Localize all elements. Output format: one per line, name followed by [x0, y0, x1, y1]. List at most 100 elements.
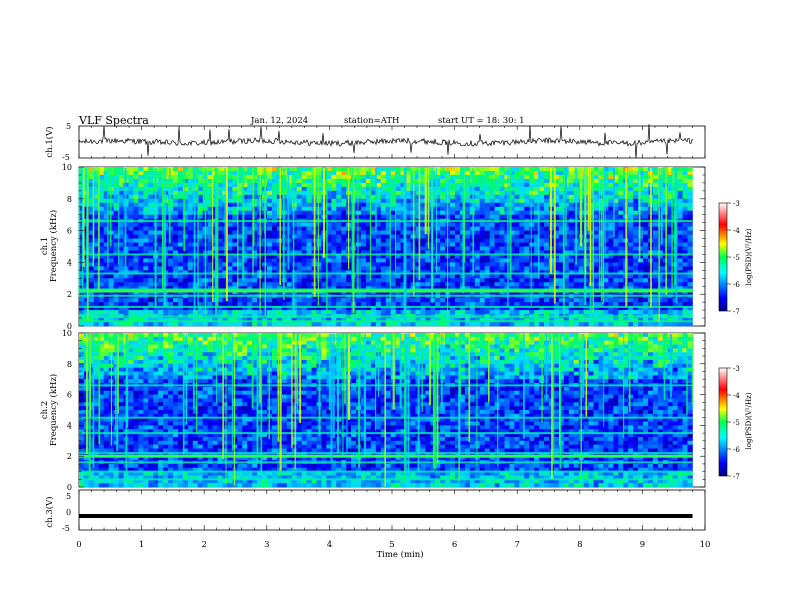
- spectrogram-cell: [603, 246, 609, 251]
- spectrogram-cell: [553, 194, 560, 200]
- spectrogram-cell: [395, 254, 401, 259]
- spectrogram-cell: [370, 270, 377, 275]
- spectrogram-cell: [613, 234, 619, 239]
- spectrogram-cell: [232, 266, 238, 271]
- spectrogram-cell: [148, 302, 154, 307]
- spectrogram-cell: [341, 306, 347, 311]
- spectrogram-cell: [415, 262, 421, 267]
- spectrogram-cell: [509, 282, 515, 287]
- spectrogram-cell: [316, 174, 322, 180]
- spectrogram-cell: [450, 194, 456, 200]
- spectrogram-cell: [613, 202, 619, 208]
- spectrogram-cell: [113, 274, 119, 279]
- spectrogram-cell: [643, 178, 649, 184]
- spectrogram-cell: [524, 310, 530, 315]
- spectrogram-cell: [271, 202, 278, 208]
- spectrogram-cell: [375, 318, 382, 323]
- spectrogram-cell: [420, 246, 426, 251]
- spectrogram-cell: [346, 282, 352, 287]
- spectrogram-cell: [504, 182, 510, 188]
- spectrogram-cell: [405, 226, 411, 231]
- spectrogram-cell: [628, 170, 634, 176]
- spectrogram-cell: [672, 318, 678, 323]
- spectrogram-cell: [237, 306, 243, 311]
- spectrogram-cell: [187, 278, 194, 283]
- spectrogram-cell: [187, 258, 194, 263]
- spectrogram-cell: [217, 186, 223, 192]
- spectrogram-cell: [98, 274, 105, 279]
- spectrogram-cell: [79, 306, 85, 311]
- spectrogram-cell: [138, 194, 144, 200]
- spectrogram-cell: [390, 230, 396, 235]
- spectrogram-cell: [118, 206, 124, 212]
- spectrogram-cell: [321, 278, 327, 283]
- spectrogram-cell: [450, 262, 456, 267]
- spectrogram-cell: [509, 254, 515, 259]
- spectrogram-cell: [227, 322, 233, 327]
- spectrogram-cell: [237, 318, 243, 323]
- spectrogram-cell: [474, 234, 481, 239]
- spectrogram-cell: [553, 182, 560, 188]
- spectrogram-cell: [657, 310, 664, 315]
- spectrogram-cell: [88, 198, 95, 204]
- spectrogram-cell: [519, 238, 525, 243]
- spectrogram-cell: [593, 242, 599, 247]
- spectrogram-cell: [638, 278, 644, 283]
- spectrogram-cell: [553, 178, 560, 184]
- spectrogram-cell: [425, 306, 431, 311]
- spectrogram-cell: [494, 274, 500, 279]
- spectrogram-cell: [633, 182, 639, 188]
- spectrogram-cell: [271, 182, 278, 188]
- spectrogram-cell: [484, 170, 490, 176]
- spectrogram-cell: [361, 214, 367, 219]
- spectrogram-cell: [267, 282, 273, 287]
- spectrogram-cell: [677, 254, 683, 259]
- spectrogram-cell: [227, 242, 233, 247]
- spectrogram-cell: [435, 254, 441, 259]
- spectrogram-cell: [435, 214, 441, 219]
- spectrogram-cell: [652, 246, 659, 251]
- spectrogram-cell: [539, 254, 545, 259]
- spectrogram-cell: [435, 306, 441, 311]
- spectrogram-cell: [361, 194, 367, 200]
- spectrogram-cell: [484, 286, 490, 291]
- spectrogram-cell: [553, 278, 560, 283]
- spectrogram-cell: [341, 254, 347, 259]
- spectrogram-cell: [217, 278, 223, 283]
- spectrogram-cell: [217, 262, 223, 267]
- spectrogram-cell: [83, 310, 90, 315]
- spectrogram-cell: [227, 254, 233, 259]
- spectrogram-cell: [652, 242, 659, 247]
- spectrogram-cell: [128, 222, 134, 227]
- spectrogram-cell: [168, 167, 174, 172]
- spectrogram-cell: [613, 262, 619, 267]
- spectrogram-cell: [370, 250, 377, 255]
- spectrogram-cell: [652, 318, 659, 323]
- spectrogram-cell: [331, 270, 337, 275]
- spectrogram-cell: [197, 202, 203, 208]
- spectrogram-cell: [504, 190, 510, 196]
- spectrogram-cell: [489, 274, 495, 279]
- spectrogram-cell: [638, 270, 644, 275]
- spectrogram-cell: [628, 282, 634, 287]
- spectrogram-cell: [529, 182, 535, 188]
- spectrogram-cell: [558, 182, 565, 188]
- spectrogram-cell: [504, 230, 510, 235]
- spectrogram-cell: [271, 194, 278, 200]
- spectrogram-cell: [534, 214, 540, 219]
- spectrogram-cell: [440, 302, 446, 307]
- spectrogram-cell: [98, 167, 105, 172]
- spectrogram-cell: [361, 234, 367, 239]
- spectrogram-cell: [474, 190, 481, 196]
- spectrogram-cell: [271, 250, 278, 255]
- spectrogram-cell: [113, 186, 119, 192]
- spectrogram-cell: [509, 214, 515, 219]
- spectrogram-cell: [217, 266, 223, 271]
- spectrogram-cell: [380, 210, 387, 215]
- spectrogram-cell: [242, 178, 248, 184]
- spectrogram-cell: [633, 202, 639, 208]
- spectrogram-cell: [148, 242, 154, 247]
- spectrogram-cell: [474, 266, 481, 271]
- spectrogram-cell: [558, 282, 565, 287]
- spectrogram-cell: [187, 254, 194, 259]
